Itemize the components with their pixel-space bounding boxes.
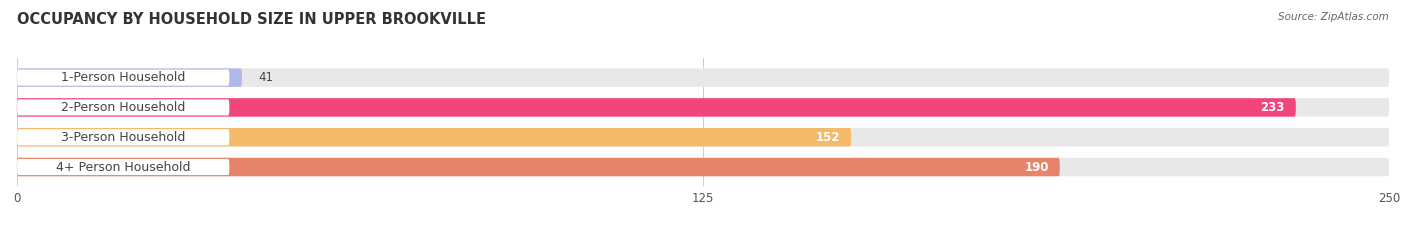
Text: Source: ZipAtlas.com: Source: ZipAtlas.com — [1278, 12, 1389, 22]
Text: 1-Person Household: 1-Person Household — [60, 71, 186, 84]
FancyBboxPatch shape — [17, 158, 1060, 176]
FancyBboxPatch shape — [17, 98, 1389, 117]
Text: 233: 233 — [1260, 101, 1285, 114]
Text: 3-Person Household: 3-Person Household — [60, 131, 186, 144]
Text: 4+ Person Household: 4+ Person Household — [56, 161, 190, 174]
Text: 2-Person Household: 2-Person Household — [60, 101, 186, 114]
FancyBboxPatch shape — [17, 68, 1389, 87]
FancyBboxPatch shape — [17, 129, 229, 145]
Text: 190: 190 — [1025, 161, 1049, 174]
FancyBboxPatch shape — [17, 98, 1296, 117]
FancyBboxPatch shape — [17, 128, 1389, 147]
FancyBboxPatch shape — [17, 68, 242, 87]
FancyBboxPatch shape — [17, 70, 229, 86]
Text: 152: 152 — [815, 131, 841, 144]
Text: 41: 41 — [259, 71, 273, 84]
FancyBboxPatch shape — [17, 128, 851, 147]
FancyBboxPatch shape — [17, 158, 1389, 176]
Text: OCCUPANCY BY HOUSEHOLD SIZE IN UPPER BROOKVILLE: OCCUPANCY BY HOUSEHOLD SIZE IN UPPER BRO… — [17, 12, 486, 27]
FancyBboxPatch shape — [17, 159, 229, 175]
FancyBboxPatch shape — [17, 99, 229, 116]
